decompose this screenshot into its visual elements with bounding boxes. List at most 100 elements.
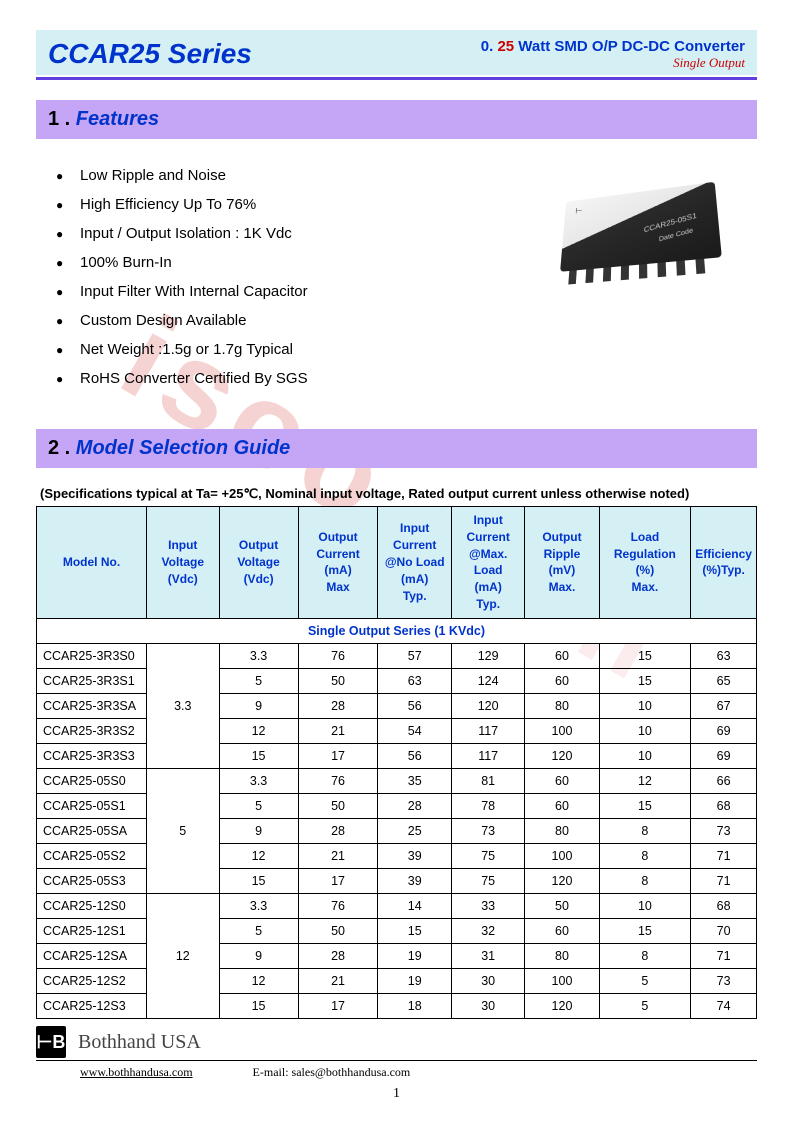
- model-cell: CCAR25-05S3: [37, 868, 147, 893]
- data-cell: 5: [599, 993, 691, 1018]
- table-subheader-cell: Single Output Series (1 KVdc): [37, 618, 757, 643]
- footer-url: www.bothhandusa.com: [80, 1065, 193, 1080]
- table-row: CCAR25-3R3S03.33.37657129601563: [37, 643, 757, 668]
- data-cell: 57: [378, 643, 451, 668]
- data-cell: 30: [451, 968, 524, 993]
- table-header-cell: Load Regulation(%)Max.: [599, 507, 691, 619]
- table-header-cell: Output Current(mA)Max: [298, 507, 378, 619]
- table-header-cell: Output Ripple(mV)Max.: [525, 507, 599, 619]
- model-cell: CCAR25-12S2: [37, 968, 147, 993]
- footer-top: ⊢B Bothhand USA: [36, 1026, 757, 1061]
- data-cell: 68: [691, 793, 757, 818]
- data-cell: 67: [691, 693, 757, 718]
- data-cell: 5: [219, 793, 298, 818]
- data-cell: 10: [599, 743, 691, 768]
- data-cell: 17: [298, 993, 378, 1018]
- data-cell: 9: [219, 943, 298, 968]
- data-cell: 74: [691, 993, 757, 1018]
- data-cell: 120: [525, 743, 599, 768]
- vin-cell: 12: [147, 893, 220, 1018]
- data-cell: 8: [599, 943, 691, 968]
- data-cell: 69: [691, 718, 757, 743]
- table-row: CCAR25-12SA928193180871: [37, 943, 757, 968]
- data-cell: 15: [599, 643, 691, 668]
- model-cell: CCAR25-05S2: [37, 843, 147, 868]
- table-row: CCAR25-3R3S155063124601565: [37, 668, 757, 693]
- data-cell: 60: [525, 918, 599, 943]
- table-header-cell: Output Voltage(Vdc): [219, 507, 298, 619]
- data-cell: 15: [599, 668, 691, 693]
- chip-illustration: ⊢ CCAR25-05S1 Date Code: [560, 182, 722, 272]
- data-cell: 32: [451, 918, 524, 943]
- data-cell: 12: [219, 718, 298, 743]
- model-cell: CCAR25-12S0: [37, 893, 147, 918]
- section-model-guide: 2 . Model Selection Guide: [36, 429, 757, 468]
- model-cell: CCAR25-3R3S1: [37, 668, 147, 693]
- data-cell: 76: [298, 768, 378, 793]
- data-cell: 33: [451, 893, 524, 918]
- header-right: 0. 25 Watt SMD O/P DC-DC Converter Singl…: [481, 38, 745, 71]
- data-cell: 73: [691, 968, 757, 993]
- feature-item: High Efficiency Up To 76%: [56, 196, 537, 213]
- data-cell: 15: [599, 793, 691, 818]
- feature-item: Input / Output Isolation : 1K Vdc: [56, 225, 537, 242]
- data-cell: 3.3: [219, 768, 298, 793]
- data-cell: 60: [525, 643, 599, 668]
- table-header-cell: Input Current @Max. Load(mA)Typ.: [451, 507, 524, 619]
- data-cell: 73: [691, 818, 757, 843]
- data-cell: 3.3: [219, 643, 298, 668]
- model-cell: CCAR25-12S3: [37, 993, 147, 1018]
- section-title: Features: [70, 108, 159, 130]
- data-cell: 15: [599, 918, 691, 943]
- data-cell: 60: [525, 668, 599, 693]
- table-row: CCAR25-3R3S31517561171201069: [37, 743, 757, 768]
- model-cell: CCAR25-12S1: [37, 918, 147, 943]
- sub-rest: Watt SMD O/P DC-DC Converter: [514, 38, 745, 55]
- data-cell: 9: [219, 693, 298, 718]
- chip-logo-icon: ⊢: [575, 206, 582, 216]
- data-cell: 63: [691, 643, 757, 668]
- data-cell: 17: [298, 868, 378, 893]
- data-cell: 28: [298, 818, 378, 843]
- table-header-cell: Model No.: [37, 507, 147, 619]
- table-row: CCAR25-12S315171830120574: [37, 993, 757, 1018]
- company-name: Bothhand USA: [78, 1031, 201, 1054]
- section-num: 1 .: [48, 108, 70, 130]
- data-cell: 71: [691, 868, 757, 893]
- data-cell: 50: [298, 918, 378, 943]
- data-cell: 30: [451, 993, 524, 1018]
- table-row: CCAR25-05S053.3763581601266: [37, 768, 757, 793]
- data-cell: 120: [525, 993, 599, 1018]
- model-cell: CCAR25-3R3S2: [37, 718, 147, 743]
- features-list: Low Ripple and Noise High Efficiency Up T…: [36, 167, 537, 399]
- features-wrap: Low Ripple and Noise High Efficiency Up T…: [36, 157, 757, 429]
- data-cell: 12: [599, 768, 691, 793]
- data-cell: 35: [378, 768, 451, 793]
- footer-bottom: www.bothhandusa.com E-mail: sales@bothha…: [36, 1061, 757, 1080]
- data-cell: 71: [691, 943, 757, 968]
- data-cell: 56: [378, 743, 451, 768]
- email-value: sales@bothhandusa.com: [292, 1065, 411, 1079]
- data-cell: 69: [691, 743, 757, 768]
- table-header-row: Model No.Input Voltage(Vdc)Output Voltag…: [37, 507, 757, 619]
- data-cell: 10: [599, 693, 691, 718]
- footer-email: E-mail: sales@bothhandusa.com: [253, 1065, 411, 1080]
- table-row: CCAR25-12S0123.3761433501068: [37, 893, 757, 918]
- footer: ⊢B Bothhand USA www.bothhandusa.com E-ma…: [36, 1026, 757, 1102]
- data-cell: 12: [219, 843, 298, 868]
- data-cell: 80: [525, 693, 599, 718]
- data-cell: 15: [219, 993, 298, 1018]
- model-cell: CCAR25-3R3SA: [37, 693, 147, 718]
- feature-item: Net Weight :1.5g or 1.7g Typical: [56, 341, 537, 358]
- data-cell: 28: [298, 693, 378, 718]
- feature-item: Low Ripple and Noise: [56, 167, 537, 184]
- data-cell: 80: [525, 943, 599, 968]
- data-cell: 5: [599, 968, 691, 993]
- data-cell: 100: [525, 718, 599, 743]
- product-image: ⊢ CCAR25-05S1 Date Code: [537, 167, 737, 307]
- data-cell: 120: [525, 868, 599, 893]
- data-cell: 76: [298, 643, 378, 668]
- data-cell: 19: [378, 943, 451, 968]
- table-row: CCAR25-12S15501532601570: [37, 918, 757, 943]
- model-cell: CCAR25-05S0: [37, 768, 147, 793]
